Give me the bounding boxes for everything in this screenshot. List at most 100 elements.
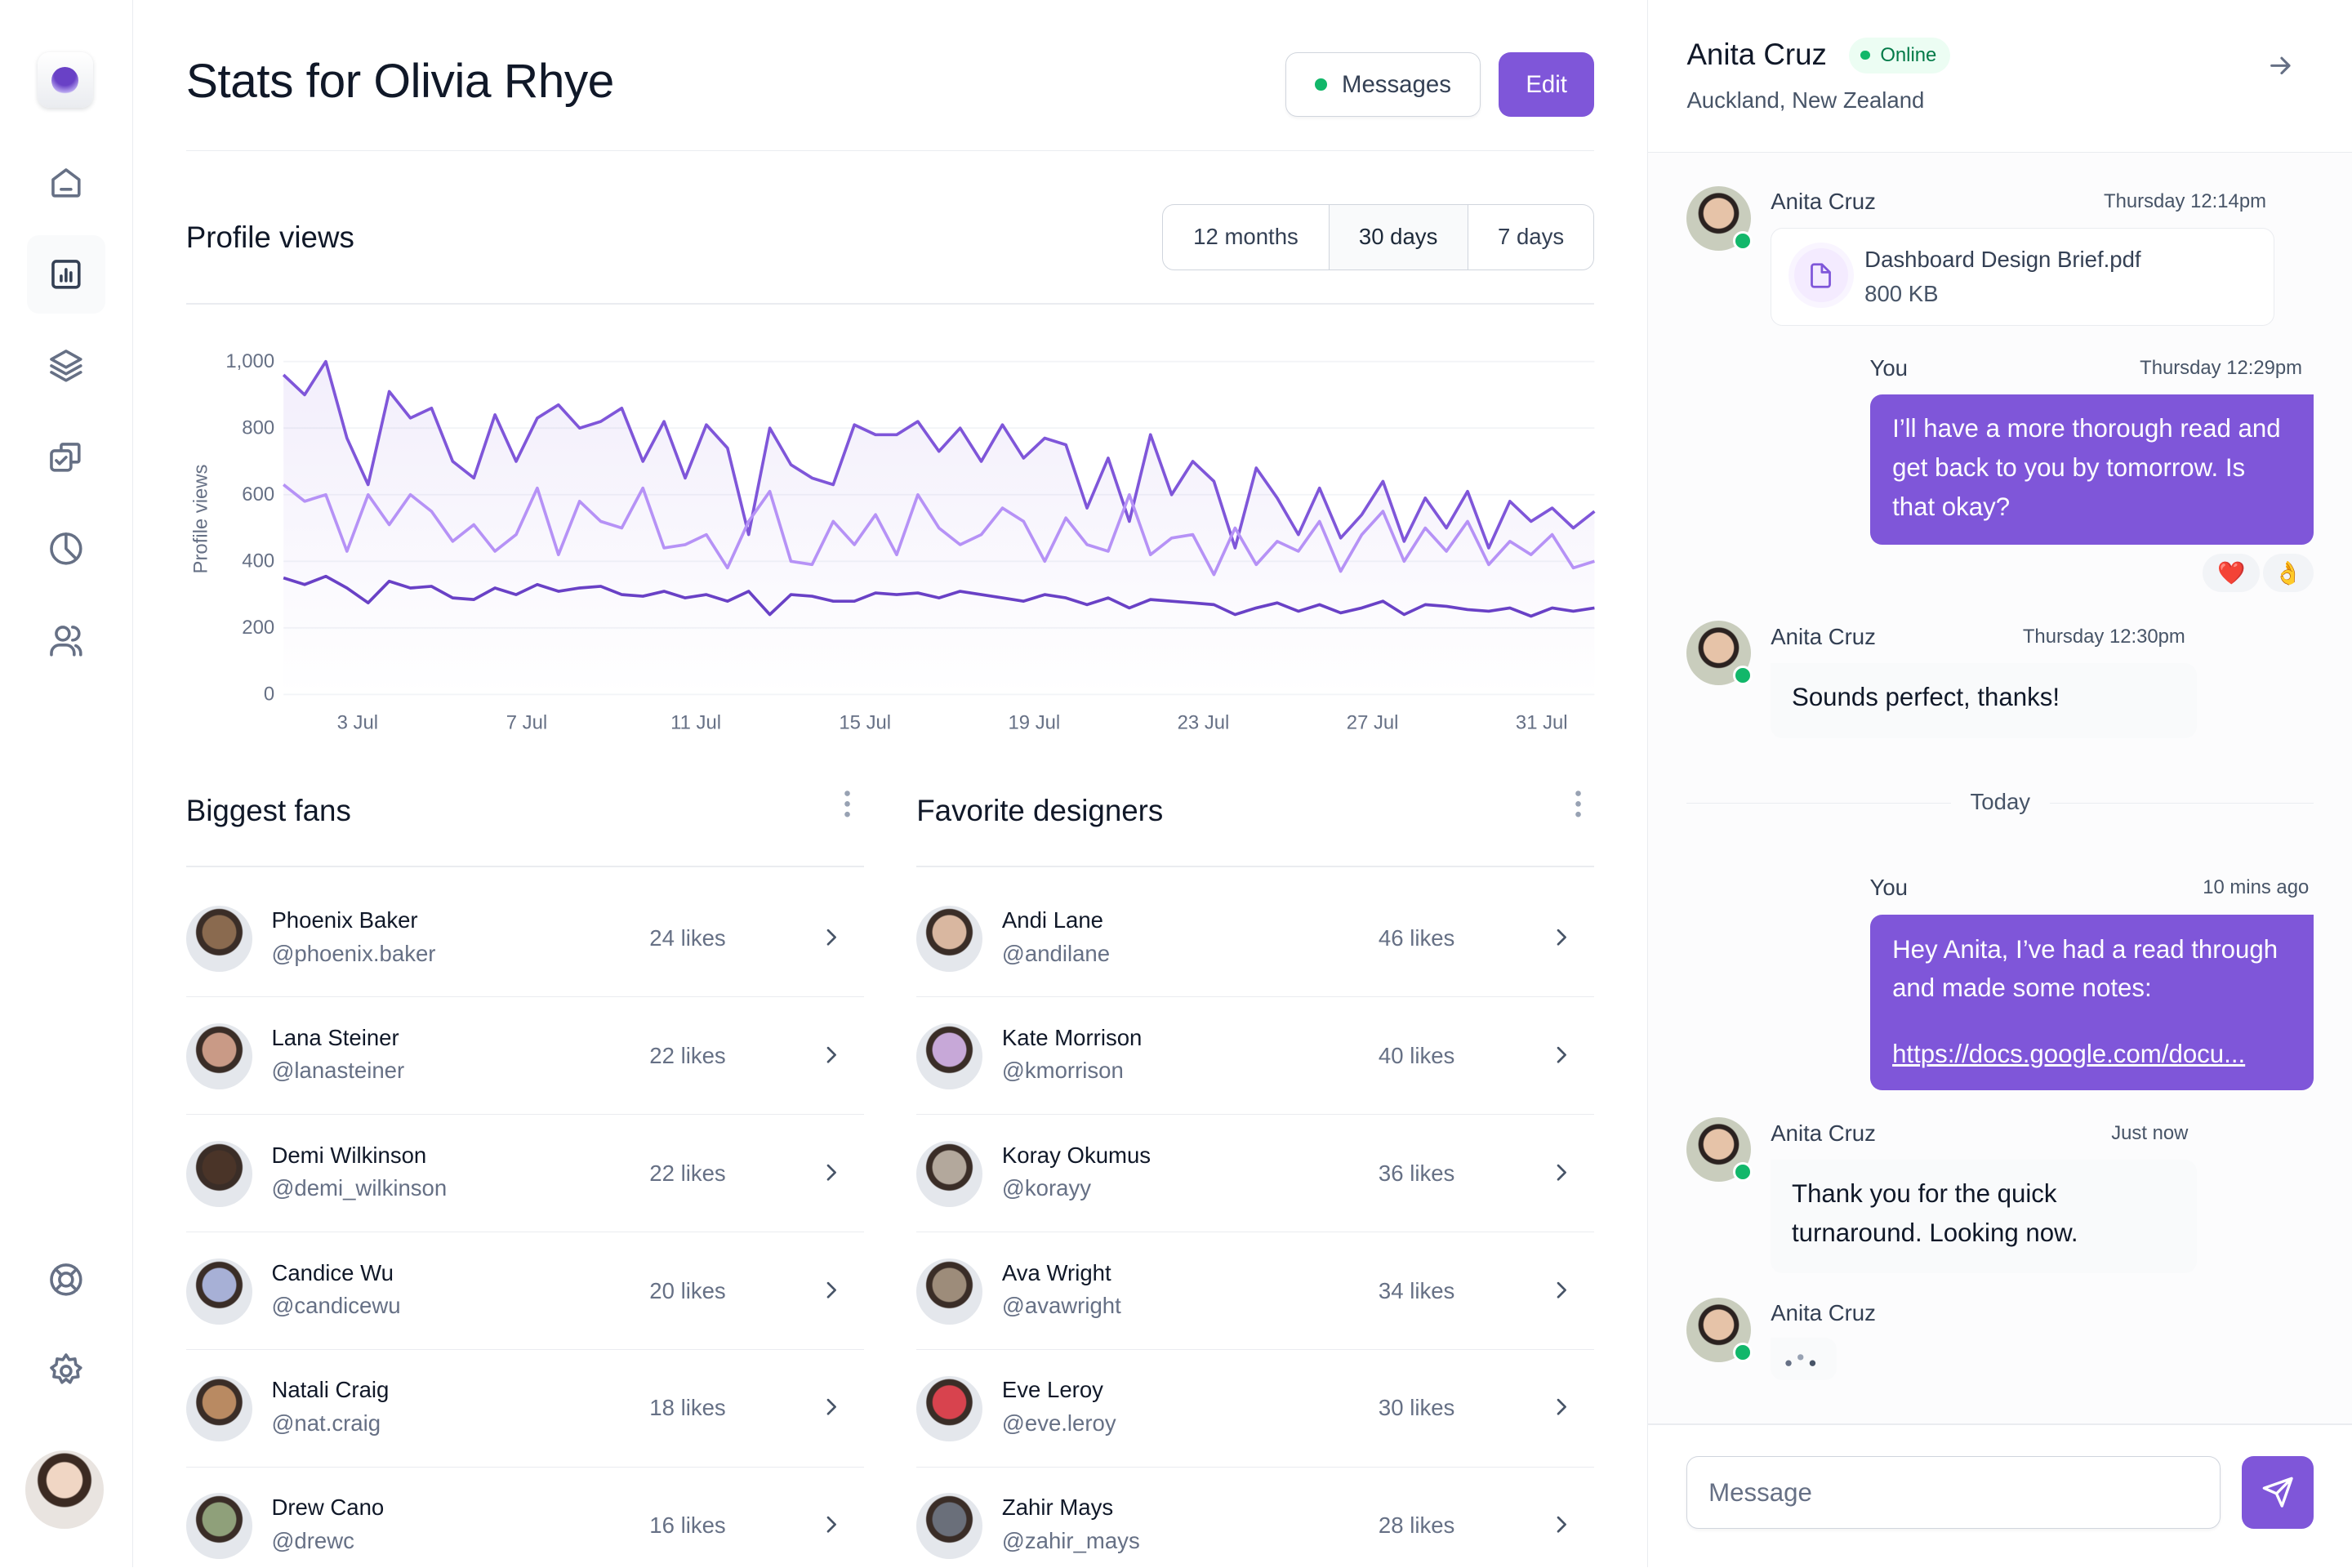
pie-chart-icon [50, 532, 82, 565]
chevron-right-icon[interactable] [819, 1278, 843, 1302]
contact-location: Auckland, New Zealand [1686, 87, 1925, 113]
more-vertical-icon[interactable] [843, 789, 852, 819]
message-input[interactable] [1686, 1456, 2221, 1529]
message-time: Thursday 12:30pm [2022, 625, 2185, 648]
list-item[interactable]: Zahir Mays @zahir_mays 28 likes [916, 1468, 1594, 1568]
message-link[interactable]: https://docs.google.com/docu... [1892, 1040, 2246, 1069]
list-item[interactable]: Candice Wu @candicewu 20 likes [185, 1233, 864, 1350]
likes-count: 20 likes [649, 1277, 726, 1303]
edit-button[interactable]: Edit [1498, 52, 1595, 118]
person-handle: @avawright [1001, 1293, 1121, 1319]
arrow-right-icon[interactable] [2265, 51, 2296, 81]
messages-button[interactable]: Messages [1285, 52, 1481, 118]
sidebar-item-stats[interactable] [27, 235, 105, 314]
bar-chart-icon [51, 260, 81, 289]
likes-count: 40 likes [1378, 1043, 1455, 1069]
user-avatar[interactable] [25, 1450, 104, 1529]
message-text: Hey Anita, I’ve had a read through and m… [1892, 934, 2278, 1003]
sidebar-item-users[interactable] [27, 602, 105, 680]
person-name: Eve Leroy [1001, 1377, 1103, 1403]
avatar [916, 1023, 983, 1089]
person-name: Lana Steiner [271, 1025, 399, 1050]
message-bubble: Hey Anita, I’ve had a read through and m… [1869, 915, 2314, 1091]
page-title: Stats for Olivia Rhye [185, 55, 615, 109]
person-handle: @candicewu [271, 1293, 401, 1319]
chevron-right-icon[interactable] [819, 1395, 843, 1419]
sidebar-item-layers[interactable] [27, 327, 105, 405]
y-tick-label: 1,000 [225, 350, 274, 372]
send-button[interactable] [2242, 1456, 2314, 1529]
tab-7-days[interactable]: 7 days [1497, 224, 1565, 250]
message-bubble: Sounds perfect, thanks! [1771, 662, 2197, 738]
y-axis-label: Profile views [189, 464, 212, 573]
avatar [916, 1258, 983, 1325]
likes-count: 24 likes [649, 925, 726, 951]
list-item[interactable]: Andi Lane @andilane 46 likes [916, 880, 1595, 998]
person-handle: @demi_wilkinson [271, 1175, 448, 1201]
profile-views-title: Profile views [185, 220, 354, 254]
person-handle: @drewc [271, 1527, 354, 1553]
y-tick-label: 400 [242, 550, 274, 572]
chevron-right-icon[interactable] [819, 1160, 843, 1184]
list-item[interactable]: Phoenix Baker @phoenix.baker 24 likes [185, 880, 864, 998]
list-item[interactable]: Natali Craig @nat.craig 18 likes [185, 1350, 864, 1468]
sidebar-item-home[interactable] [27, 144, 105, 222]
person-handle: @korayy [1001, 1175, 1092, 1201]
date-divider: Today [1970, 789, 2031, 815]
list-item[interactable]: Kate Morrison @kmorrison 40 likes [916, 998, 1595, 1116]
sender-name: Anita Cruz [1771, 1120, 1876, 1146]
online-dot-icon [1733, 1162, 1753, 1183]
chevron-right-icon[interactable] [1549, 1160, 1573, 1184]
x-tick-label: 7 Jul [506, 712, 547, 734]
y-tick-label: 0 [264, 684, 274, 706]
list-item[interactable]: Ava Wright @avawright 34 likes [916, 1233, 1595, 1350]
chevron-right-icon[interactable] [819, 925, 843, 949]
more-vertical-icon[interactable] [1574, 789, 1583, 819]
list-item[interactable]: Lana Steiner @lanasteiner 22 likes [185, 998, 864, 1116]
chevron-right-icon[interactable] [819, 1512, 843, 1536]
tab-12-months[interactable]: 12 months [1163, 204, 1330, 270]
avatar [916, 1493, 983, 1560]
list-item[interactable]: Drew Cano @drewc 16 likes [185, 1468, 864, 1568]
divider [185, 865, 864, 867]
avatar [185, 1258, 252, 1325]
life-buoy-icon [50, 1263, 82, 1296]
message-bubble: I’ll have a more thorough read and get b… [1869, 394, 2314, 545]
tab-30-days[interactable]: 30 days [1329, 204, 1468, 270]
reaction-ok[interactable]: 👌 [2262, 553, 2314, 593]
status-badge: Online [1848, 37, 1950, 74]
person-handle: @kmorrison [1001, 1058, 1124, 1084]
avatar [916, 1140, 983, 1207]
sidebar-item-support[interactable] [27, 1241, 105, 1319]
likes-count: 36 likes [1378, 1160, 1455, 1186]
divider [1686, 802, 1951, 804]
divider [916, 865, 1595, 867]
sidebar-item-reports[interactable] [27, 510, 105, 588]
layers-icon [50, 350, 82, 382]
chevron-right-icon[interactable] [819, 1043, 843, 1067]
likes-count: 18 likes [649, 1395, 726, 1421]
x-tick-label: 27 Jul [1347, 712, 1399, 734]
likes-count: 46 likes [1378, 925, 1455, 951]
x-tick-label: 11 Jul [670, 712, 721, 734]
message-time: Just now [2111, 1121, 2189, 1144]
chevron-right-icon[interactable] [1549, 925, 1573, 949]
avatar [185, 906, 252, 973]
list-item[interactable]: Koray Okumus @korayy 36 likes [916, 1116, 1595, 1233]
reaction-heart[interactable]: ❤️ [2203, 553, 2261, 593]
chat-panel: Anita Cruz Online Auckland, New Zealand … [1646, 0, 2352, 1568]
list-item[interactable]: Eve Leroy @eve.leroy 30 likes [916, 1350, 1595, 1468]
chevron-right-icon[interactable] [1549, 1043, 1573, 1067]
sidebar-item-settings[interactable] [27, 1332, 105, 1410]
chevron-right-icon[interactable] [1549, 1395, 1573, 1419]
chevron-right-icon[interactable] [1549, 1512, 1573, 1536]
sidebar-item-tasks[interactable] [27, 418, 105, 497]
list-item[interactable]: Demi Wilkinson @demi_wilkinson 22 likes [185, 1116, 864, 1233]
file-attachment[interactable]: Dashboard Design Brief.pdf 800 KB [1771, 228, 2275, 326]
chevron-right-icon[interactable] [1549, 1278, 1573, 1302]
online-dot-icon [1733, 666, 1753, 686]
profile-views-chart: 0 200 400 600 800 1,000 3 Jul 7 Jul 11 Jul 15 Jul… [189, 350, 1596, 734]
file-icon [1788, 242, 1855, 309]
sender-name: You [1869, 355, 1909, 381]
person-name: Candice Wu [271, 1259, 394, 1285]
